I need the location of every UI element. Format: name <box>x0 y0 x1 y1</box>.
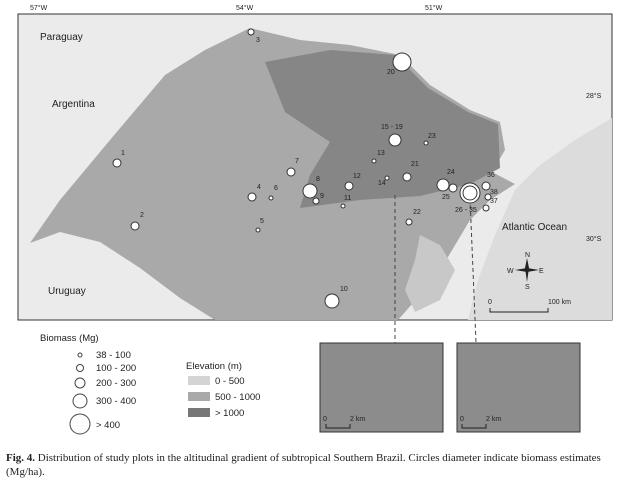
plot-marker <box>402 172 412 182</box>
legend-title: Elevation (m) <box>186 361 242 372</box>
plot-label: 2 <box>140 212 144 219</box>
plot-label: 14 <box>378 180 386 187</box>
plot-marker <box>481 181 491 191</box>
plot-marker <box>312 197 320 205</box>
ocean <box>468 118 612 320</box>
scale-label: 100 km <box>548 299 571 306</box>
caption-text: Distribution of study plots in the altit… <box>6 452 601 478</box>
legend-item: 38 - 100 <box>96 350 131 361</box>
plot-marker <box>405 218 413 226</box>
plot-label: 1 <box>121 150 125 157</box>
plot-marker <box>286 167 296 177</box>
country-label: Argentina <box>52 99 95 110</box>
plot-label: 26 - 35 <box>455 207 477 214</box>
plot-marker <box>371 158 377 164</box>
compass-label: S <box>525 284 530 291</box>
scale-label: 0 <box>488 299 492 306</box>
lon-label: 54°W <box>236 4 254 12</box>
compass-label: W <box>507 268 514 275</box>
lon-label: 51°W <box>425 4 443 12</box>
legend-item: > 1000 <box>215 408 244 419</box>
plot-marker <box>302 183 318 199</box>
lat-label: 30°S <box>586 235 602 243</box>
ocean-label: Atlantic Ocean <box>502 222 567 233</box>
country-label: Paraguay <box>40 32 83 43</box>
plot-label: 7 <box>295 158 299 165</box>
plot-marker <box>344 181 354 191</box>
scale-bar <box>489 308 549 313</box>
plot-label: 4 <box>257 184 261 191</box>
plot-marker <box>268 195 274 201</box>
scale-label: 2 km <box>350 416 365 423</box>
compass: N S E W <box>507 252 544 291</box>
plot-marker <box>340 203 346 209</box>
plot-label: 38 <box>490 189 498 196</box>
legend-title: Biomass (Mg) <box>40 333 99 344</box>
highland <box>265 50 500 208</box>
inset-frame <box>319 342 444 433</box>
plot-label: 10 <box>340 286 348 293</box>
scale-label: 0 <box>323 416 327 423</box>
caption: Fig. 4. Distribution of study plots in t… <box>6 451 606 479</box>
plot-marker <box>384 175 390 181</box>
plot-marker <box>436 178 450 192</box>
plot-marker <box>247 28 255 36</box>
plot-label: 12 <box>353 173 361 180</box>
caption-fig: Fig. 4. <box>6 452 36 464</box>
plot-label: 23 <box>428 133 436 140</box>
plot-label: 22 <box>413 209 421 216</box>
plot-label: 9 <box>320 193 324 200</box>
legend-item: 500 - 1000 <box>215 392 260 403</box>
plot-marker <box>388 133 402 147</box>
plot-label: 20 <box>387 69 395 76</box>
scale-bar <box>325 424 351 429</box>
plot-label: 11 <box>344 195 351 202</box>
scale-label: 0 <box>460 416 464 423</box>
plot-marker <box>324 293 340 309</box>
plot-marker <box>423 140 429 146</box>
lagoon <box>405 235 455 312</box>
legend-item: 0 - 500 <box>215 376 245 387</box>
plot-marker <box>448 183 458 193</box>
biomass-legend <box>69 352 91 435</box>
plot-label: 8 <box>316 176 320 183</box>
compass-label: N <box>525 252 530 259</box>
plot-label: 6 <box>274 185 278 192</box>
legend-item: 300 - 400 <box>96 396 136 407</box>
legend-swatch <box>188 376 210 385</box>
legend-item: 100 - 200 <box>96 363 136 374</box>
map-figure: 57°W 54°W 51°W 28°S 30°S Paraguay Argent… <box>17 4 613 435</box>
leader-line <box>469 197 477 344</box>
legend-swatch <box>188 408 210 417</box>
plot-marker <box>247 192 257 202</box>
country-label: Uruguay <box>48 286 86 297</box>
compass-label: E <box>539 268 544 275</box>
lat-label: 28°S <box>586 92 602 100</box>
plot-label: 5 <box>260 218 264 225</box>
plot-marker <box>255 227 261 233</box>
plot-marker <box>392 52 412 72</box>
plot-label: 13 <box>377 150 385 157</box>
scale-label: 2 km <box>486 416 501 423</box>
plot-marker <box>130 221 140 231</box>
plot-label: 15 - 19 <box>381 124 403 131</box>
plot-marker <box>482 204 490 212</box>
plot-label: 21 <box>411 161 419 168</box>
plot-label: 36 <box>487 172 495 179</box>
legend-swatch <box>188 392 210 401</box>
lon-label: 57°W <box>30 4 48 12</box>
legend-item: > 400 <box>96 420 120 431</box>
plot-label: 37 <box>490 198 498 205</box>
scale-bar <box>461 424 487 429</box>
plot-label: 3 <box>256 37 260 44</box>
plot-marker <box>112 158 122 168</box>
legend-item: 200 - 300 <box>96 378 136 389</box>
plot-label: 24 <box>447 169 455 176</box>
plot-label: 25 <box>442 194 450 201</box>
plot-marker <box>462 185 478 201</box>
plot-marker <box>484 193 492 201</box>
inset-frame <box>456 342 581 433</box>
